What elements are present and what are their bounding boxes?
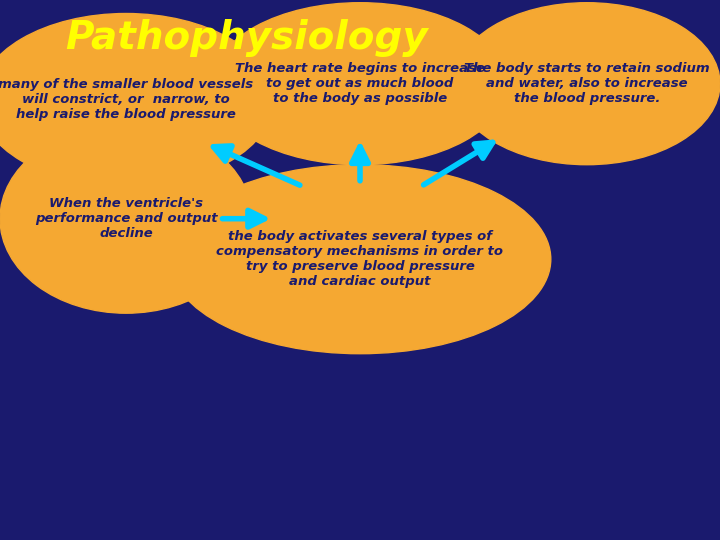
Text: many of the smaller blood vessels
will constrict, or  narrow, to
help raise the : many of the smaller blood vessels will c… — [0, 78, 253, 122]
Text: The heart rate begins to increase
to get out as much blood
to the body as possib: The heart rate begins to increase to get… — [235, 62, 485, 105]
Text: The body starts to retain sodium
and water, also to increase
the blood pressure.: The body starts to retain sodium and wat… — [464, 62, 710, 105]
Ellipse shape — [212, 3, 508, 165]
Ellipse shape — [169, 165, 551, 354]
Text: Pathophysiology: Pathophysiology — [65, 19, 428, 57]
Ellipse shape — [454, 3, 720, 165]
Text: When the ventricle's
performance and output
decline: When the ventricle's performance and out… — [35, 197, 217, 240]
Ellipse shape — [0, 124, 252, 313]
Text: the body activates several types of
compensatory mechanisms in order to
try to p: the body activates several types of comp… — [217, 230, 503, 288]
Ellipse shape — [0, 14, 274, 186]
